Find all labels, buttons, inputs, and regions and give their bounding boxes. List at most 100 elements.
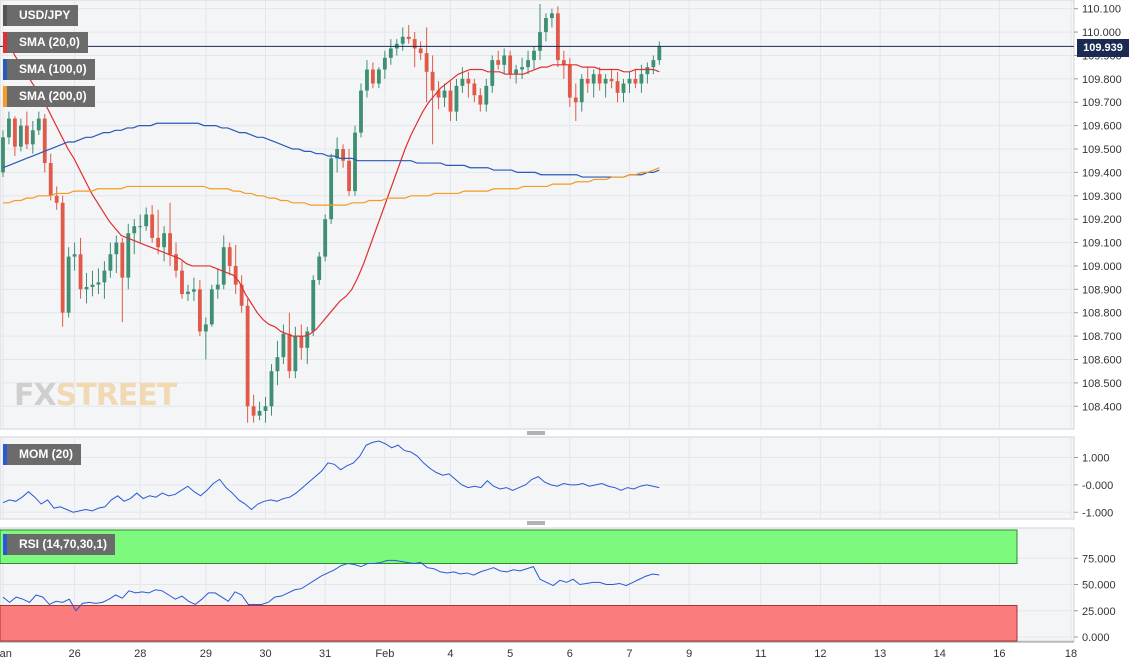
x-tick-label: 31 (319, 648, 331, 660)
mom-tick-label: 1.000 (1082, 452, 1110, 464)
price-tick-label: 108.700 (1082, 331, 1122, 343)
candle-body (496, 60, 501, 65)
candle-body (251, 406, 256, 416)
sma20-line (2, 31, 660, 337)
candle-body (263, 406, 268, 411)
candle-body (126, 233, 131, 278)
candle-body (162, 233, 166, 248)
candle-body (555, 13, 560, 61)
candle-body (221, 247, 226, 285)
candle-body (442, 90, 447, 98)
candle-body (24, 125, 29, 145)
candle-body (561, 60, 566, 65)
mom-tick-label: -0.000 (1082, 480, 1113, 492)
sma200-legend[interactable]: SMA (200,0) (3, 86, 95, 107)
x-tick-label: 14 (934, 648, 946, 660)
candle-body (7, 118, 11, 138)
price-tick-label: 110.100 (1082, 4, 1121, 16)
current-price-tag: 109.939 (1077, 39, 1129, 57)
candle-body (90, 284, 95, 288)
mom-line (2, 440, 660, 513)
candle-body (72, 254, 77, 257)
candle-body (520, 67, 524, 70)
candle-body (382, 57, 387, 70)
candle-body (102, 270, 107, 283)
candle-body (627, 78, 632, 84)
candle-body (36, 118, 41, 131)
candle-body (597, 74, 602, 84)
price-tick-label: 109.400 (1082, 167, 1122, 179)
mom-tick-label: -1.000 (1082, 507, 1113, 519)
candle-body (472, 83, 477, 96)
x-tick-label: 9 (686, 648, 692, 660)
price-tick-label: 109.800 (1082, 74, 1122, 86)
candle-body (347, 160, 351, 192)
sma20-legend[interactable]: SMA (20,0) (3, 32, 88, 53)
rsi-oversold-zone (0, 605, 1018, 642)
candle-body (621, 83, 626, 93)
candle-body (615, 81, 620, 93)
panel-0-background (0, 0, 1075, 430)
sma100-legend[interactable]: SMA (100,0) (3, 59, 95, 80)
candle-body (645, 67, 650, 75)
x-tick-label: 26 (68, 648, 80, 660)
sma200-line (2, 167, 660, 206)
candle-body (532, 50, 536, 61)
mom-label: MOM (20) (19, 447, 73, 461)
candle-body (484, 85, 489, 105)
sma200-label: SMA (200,0) (19, 89, 87, 103)
candle-body (388, 48, 393, 58)
candle-body (359, 90, 363, 133)
price-tick-label: 109.000 (1082, 261, 1122, 273)
x-tick-label: 12 (814, 648, 826, 660)
x-tick-label: 4 (447, 648, 453, 660)
candle-body (227, 247, 232, 266)
instrument-legend[interactable]: USD/JPY (3, 5, 79, 26)
candle-body (365, 69, 369, 91)
candle-body (514, 69, 519, 75)
candle-body (84, 287, 89, 290)
candle-body (150, 214, 155, 238)
candle-body (448, 90, 453, 112)
candle-body (579, 78, 584, 103)
candle-body (60, 202, 65, 313)
candle-body (400, 36, 405, 44)
candle-body (466, 78, 471, 84)
candle-body (168, 233, 172, 255)
candle-body (573, 97, 578, 103)
candle-body (633, 78, 638, 84)
mom-legend[interactable]: MOM (20) (3, 444, 81, 465)
candle-body (239, 284, 244, 306)
candle-body (454, 85, 459, 112)
rsi-overbought-zone (0, 529, 1018, 564)
candle-body (329, 158, 334, 220)
candle-body (138, 226, 143, 228)
price-tick-label: 108.900 (1082, 284, 1122, 296)
candle-body (275, 357, 280, 372)
price-tick-label: 108.800 (1082, 308, 1122, 320)
x-tick-label: Feb (375, 648, 394, 660)
sma20-label: SMA (20,0) (19, 35, 80, 49)
candle-body (215, 284, 220, 290)
candle-body (567, 64, 572, 98)
candle-body (48, 163, 53, 196)
candle-body (609, 78, 614, 82)
rsi-tick-label: 75.000 (1082, 553, 1116, 565)
candle-body (281, 333, 286, 358)
rsi-legend[interactable]: RSI (14,70,30,1) (3, 534, 116, 555)
x-tick-label: 30 (259, 648, 271, 660)
candle-body (1, 137, 5, 173)
candle-body (269, 371, 274, 407)
fxstreet-logo: FXSTREET (14, 378, 177, 413)
candle-body (257, 410, 262, 416)
candle-body (42, 118, 47, 164)
x-tick-label: Jan (0, 648, 12, 660)
current-price-value: 109.939 (1083, 42, 1123, 54)
candle-body (550, 13, 554, 19)
candle-body (478, 95, 483, 105)
candle-body (108, 254, 113, 271)
candle-body (186, 291, 190, 295)
price-tick-label: 109.300 (1082, 191, 1122, 203)
